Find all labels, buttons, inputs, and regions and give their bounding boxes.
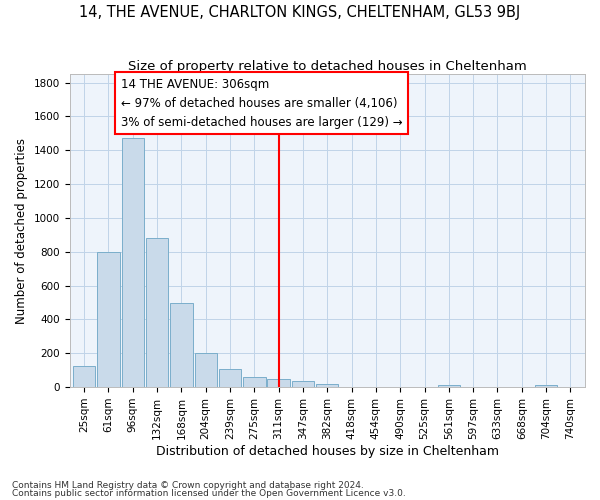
Y-axis label: Number of detached properties: Number of detached properties bbox=[15, 138, 28, 324]
Bar bbox=[219, 370, 241, 387]
Bar bbox=[535, 386, 557, 387]
Bar bbox=[73, 366, 95, 387]
Text: 14, THE AVENUE, CHARLTON KINGS, CHELTENHAM, GL53 9BJ: 14, THE AVENUE, CHARLTON KINGS, CHELTENH… bbox=[79, 5, 521, 20]
Bar bbox=[170, 302, 193, 387]
Title: Size of property relative to detached houses in Cheltenham: Size of property relative to detached ho… bbox=[128, 60, 527, 73]
Bar bbox=[194, 354, 217, 387]
Bar bbox=[437, 386, 460, 387]
Bar bbox=[146, 238, 168, 387]
Text: Contains HM Land Registry data © Crown copyright and database right 2024.: Contains HM Land Registry data © Crown c… bbox=[12, 480, 364, 490]
Bar bbox=[97, 252, 119, 387]
Bar bbox=[243, 377, 266, 387]
Text: 14 THE AVENUE: 306sqm
← 97% of detached houses are smaller (4,106)
3% of semi-de: 14 THE AVENUE: 306sqm ← 97% of detached … bbox=[121, 78, 402, 128]
Bar bbox=[122, 138, 144, 387]
Text: Contains public sector information licensed under the Open Government Licence v3: Contains public sector information licen… bbox=[12, 489, 406, 498]
X-axis label: Distribution of detached houses by size in Cheltenham: Distribution of detached houses by size … bbox=[156, 444, 499, 458]
Bar bbox=[268, 380, 290, 387]
Bar bbox=[292, 381, 314, 387]
Bar bbox=[316, 384, 338, 387]
